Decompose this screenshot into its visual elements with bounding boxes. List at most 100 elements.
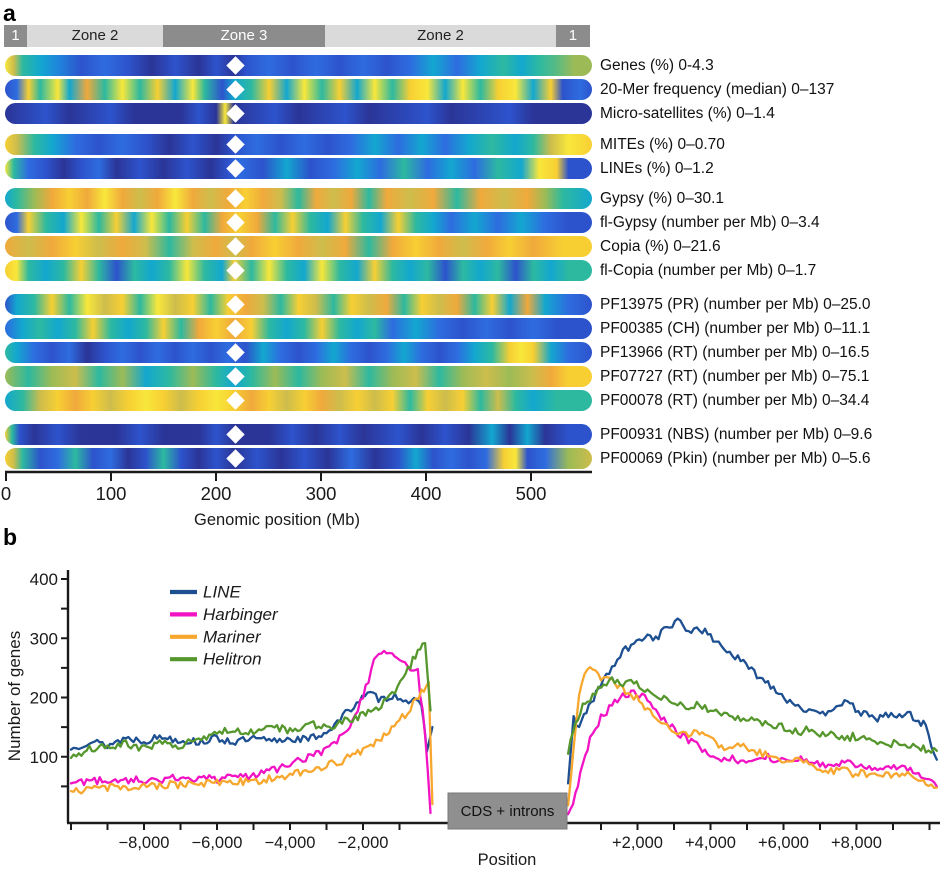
axis-tick-label: 100 [96, 483, 127, 504]
series-line-Harbinger-left [69, 649, 432, 815]
track-row: PF13975 (PR) (number per Mb) 0–25.0 [0, 294, 946, 315]
track-heatmap-bar [5, 55, 592, 76]
track-row: Copia (%) 0–21.6 [0, 236, 946, 257]
centromere-diamond [226, 261, 245, 280]
track-label: Gypsy (%) 0–30.1 [600, 190, 725, 207]
track-heatmap-bar [5, 294, 592, 315]
track-label: MITEs (%) 0–0.70 [600, 136, 725, 153]
track-label: PF00069 (Pkin) (number per Mb) 0–5.6 [600, 450, 871, 467]
x-tick-label: +2,000 [612, 834, 663, 852]
track-row: MITEs (%) 0–0.70 [0, 134, 946, 155]
track-row: PF00078 (RT) (number per Mb) 0–34.4 [0, 390, 946, 411]
x-tick-label: +6,000 [758, 834, 809, 852]
series-line-Mariner-left [69, 680, 434, 806]
track-label: fl-Gypsy (number per Mb) 0–3.4 [600, 214, 820, 231]
track-row: Micro-satellites (%) 0–1.4 [0, 103, 946, 124]
series-line-Harbinger-right [566, 689, 938, 816]
zone-segment: 1 [4, 25, 28, 47]
track-heatmap-bar [5, 366, 592, 387]
centromere-diamond [226, 56, 245, 75]
track-row: PF13966 (RT) (number per Mb) 0–16.5 [0, 342, 946, 363]
cds-introns-box [447, 792, 568, 830]
axis-tick-label: 400 [411, 483, 442, 504]
series-line-Helitron-left [69, 641, 432, 760]
track-row: LINEs (%) 0–1.2 [0, 158, 946, 179]
track-row: PF00931 (NBS) (number per Mb) 0–9.6 [0, 424, 946, 445]
track-row: fl-Gypsy (number per Mb) 0–3.4 [0, 212, 946, 233]
track-label: PF13966 (RT) (number per Mb) 0–16.5 [600, 344, 870, 361]
panel-a-letter: a [3, 0, 16, 26]
zone-segment: 1 [555, 25, 590, 47]
legend-label-Harbinger: Harbinger [203, 605, 279, 624]
track-label: Genes (%) 0-4.3 [600, 57, 714, 74]
track-label: PF00385 (CH) (number per Mb) 0–11.1 [600, 320, 871, 337]
axis-tick-label: 300 [306, 483, 337, 504]
series-line-Helitron-right [566, 676, 938, 755]
track-heatmap-bar [5, 342, 592, 363]
track-label: 20-Mer frequency (median) 0–137 [600, 81, 835, 98]
cds-introns-label: CDS + introns [461, 803, 555, 820]
centromere-diamond [226, 135, 245, 154]
zone-bar: 1 Zone 2 Zone 3 Zone 2 1 [4, 25, 590, 47]
track-heatmap-bar [5, 134, 592, 155]
track-label: PF00078 (RT) (number per Mb) 0–34.4 [600, 392, 870, 409]
y-tick-label: 100 [30, 748, 58, 767]
track-row: fl-Copia (number per Mb) 0–1.7 [0, 260, 946, 281]
legend-label-Mariner: Mariner [203, 627, 262, 646]
panel-b-letter: b [3, 524, 18, 550]
track-heatmap-bar [5, 236, 592, 257]
axis-tick-label: 0 [1, 483, 11, 504]
track-row: Gypsy (%) 0–30.1 [0, 188, 946, 209]
axis-tick-label: 200 [201, 483, 232, 504]
centromere-diamond [226, 425, 245, 444]
series-line-LINE-left [69, 690, 434, 753]
centromere-diamond [226, 343, 245, 362]
zone-segment-label: 1 [11, 27, 20, 44]
track-label: LINEs (%) 0–1.2 [600, 160, 714, 177]
track-heatmap-bar [5, 260, 592, 281]
x-tick-label: +4,000 [685, 834, 736, 852]
legend-label-Helitron: Helitron [203, 650, 262, 669]
centromere-diamond [226, 367, 245, 386]
axis-tick-label: 500 [516, 483, 547, 504]
track-row: PF07727 (RT) (number per Mb) 0–75.1 [0, 366, 946, 387]
genomic-axis: 0 100 200 300 400 500 Genomic position (Mb) [1, 470, 592, 529]
zone-segment: Zone 2 [324, 25, 556, 47]
y-tick-label: 200 [30, 689, 58, 708]
zone-segment: Zone 3 [163, 25, 325, 47]
zone-segment-label: Zone 2 [417, 27, 464, 44]
track-heatmap-bar [5, 448, 592, 469]
x-tick-label: +8,000 [831, 834, 882, 852]
centromere-diamond [226, 237, 245, 256]
x-tick-label: −2,000 [338, 834, 389, 852]
track-heatmap-bar [5, 318, 592, 339]
track-label: PF00931 (NBS) (number per Mb) 0–9.6 [600, 426, 873, 443]
track-row: 20-Mer frequency (median) 0–137 [0, 79, 946, 100]
zone-segment-label: 1 [568, 27, 578, 44]
centromere-diamond [226, 319, 245, 338]
centromere-diamond [226, 104, 245, 123]
zone-segment-label: Zone 2 [71, 27, 119, 44]
track-label: fl-Copia (number per Mb) 0–1.7 [600, 262, 817, 279]
axis-title: Genomic position (Mb) [194, 511, 360, 529]
centromere-diamond [226, 391, 245, 410]
track-label: PF07727 (RT) (number per Mb) 0–75.1 [600, 368, 870, 385]
track-label: Copia (%) 0–21.6 [600, 238, 721, 255]
centromere-diamond [226, 295, 245, 314]
track-heatmap-bar [5, 79, 592, 100]
track-label: PF13975 (PR) (number per Mb) 0–25.0 [600, 296, 871, 313]
x-tick-label: −8,000 [119, 834, 170, 852]
centromere-diamond [226, 159, 245, 178]
track-label: Micro-satellites (%) 0–1.4 [600, 105, 775, 122]
track-heatmap-bar [5, 390, 592, 411]
track-heatmap-bar [5, 158, 592, 179]
y-tick-label: 400 [30, 570, 58, 589]
track-heatmap-bar [5, 424, 592, 445]
track-row: Genes (%) 0-4.3 [0, 55, 946, 76]
x-tick-label: −4,000 [265, 834, 316, 852]
zone-segment: Zone 2 [27, 25, 164, 47]
track-heatmap-bar [5, 188, 592, 209]
centromere-diamond [226, 449, 245, 468]
track-row: PF00385 (CH) (number per Mb) 0–11.1 [0, 318, 946, 339]
